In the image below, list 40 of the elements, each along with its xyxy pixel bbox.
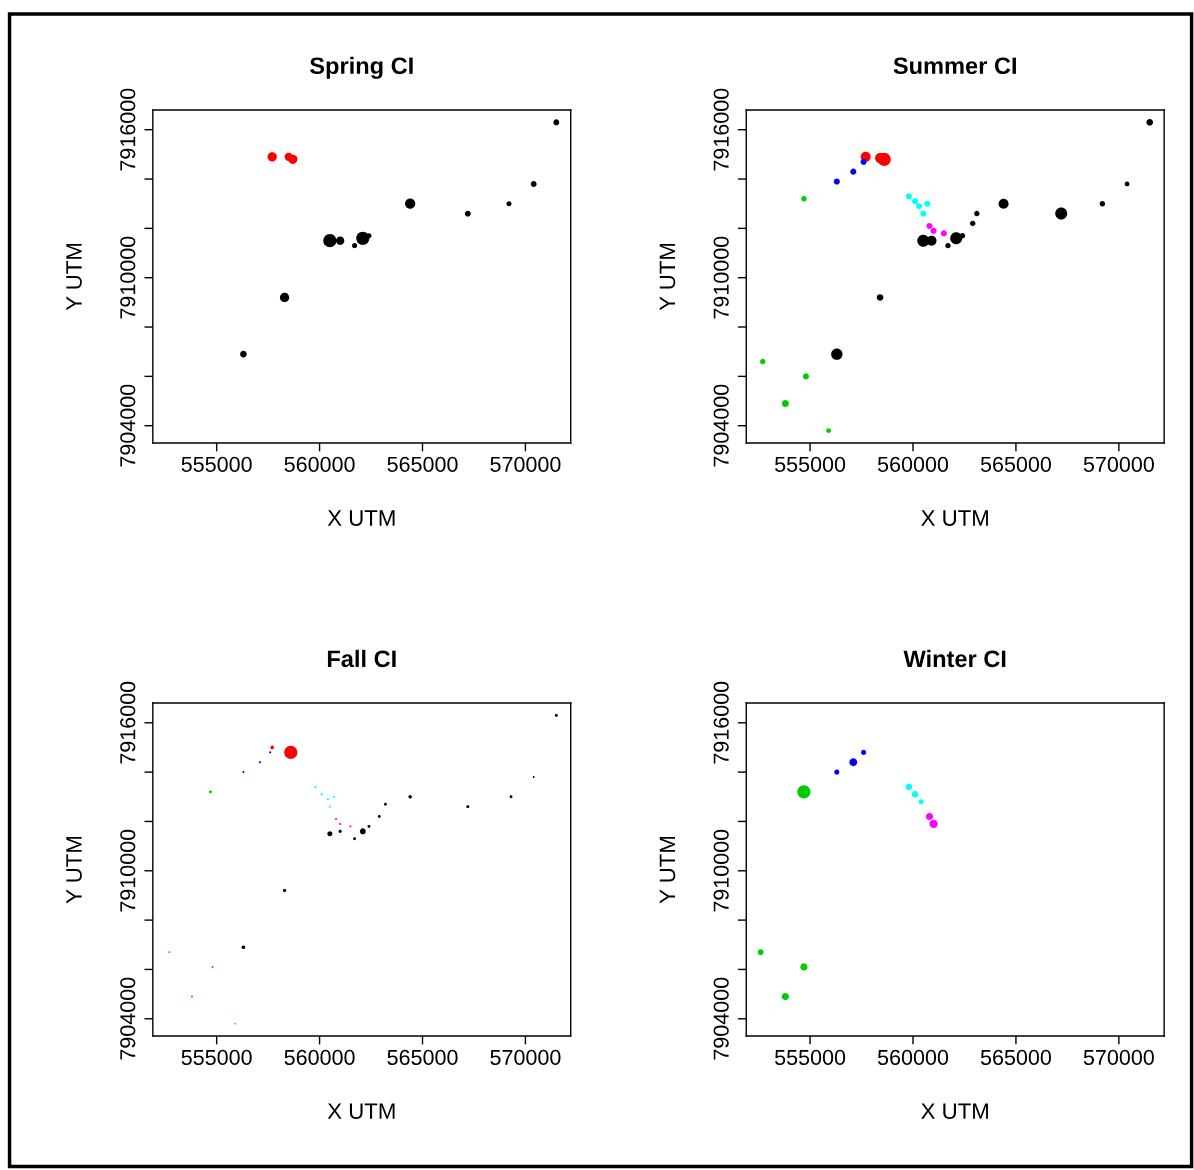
x-tick-label: 570000 xyxy=(1083,1049,1154,1066)
x-tick-label: 560000 xyxy=(284,1049,355,1066)
y-tick-label: 7910000 xyxy=(120,236,136,319)
x-tick-label: 555000 xyxy=(775,456,846,472)
chart-title: Fall CI xyxy=(327,649,396,668)
chart-title: Spring CI xyxy=(309,56,413,79)
x-axis-title: X UTM xyxy=(327,1103,395,1119)
x-tick-label: 565000 xyxy=(387,456,458,472)
y-tick-label: 7910000 xyxy=(120,829,136,912)
x-tick-label: 570000 xyxy=(1083,456,1154,472)
x-tick-label: 570000 xyxy=(490,456,561,472)
y-axis-title: Y UTM xyxy=(66,243,82,311)
x-axis-title: X UTM xyxy=(921,1103,988,1119)
y-tick-label: 7916000 xyxy=(713,88,729,171)
chart-title: Summer CI xyxy=(893,57,1016,75)
y-tick-label: 7916000 xyxy=(120,681,136,764)
y-tick-label: 7916000 xyxy=(713,681,729,764)
x-tick-label: 565000 xyxy=(387,1049,458,1066)
x-tick-label: 560000 xyxy=(877,1049,949,1066)
x-axis-title: X UTM xyxy=(921,510,988,526)
y-tick-label: 7916000 xyxy=(120,88,136,171)
x-tick-label: 560000 xyxy=(877,456,949,472)
x-tick-label: 565000 xyxy=(980,1049,1052,1066)
y-tick-label: 7910000 xyxy=(713,829,729,912)
x-tick-label: 565000 xyxy=(980,456,1052,472)
x-tick-label: 570000 xyxy=(490,1049,561,1066)
x-tick-label: 555000 xyxy=(181,456,252,472)
x-axis-title: X UTM xyxy=(327,510,395,526)
x-tick-label: 555000 xyxy=(181,1049,252,1066)
y-axis-title: Y UTM xyxy=(659,837,676,904)
chart-title: Winter CI xyxy=(903,649,1006,668)
y-tick-label: 7910000 xyxy=(713,236,729,319)
y-tick-label: 7904000 xyxy=(713,384,729,467)
y-tick-label: 7904000 xyxy=(120,977,136,1060)
x-tick-label: 555000 xyxy=(775,1049,846,1066)
x-tick-label: 560000 xyxy=(284,456,355,472)
y-axis-title: Y UTM xyxy=(66,837,82,904)
y-axis-title: Y UTM xyxy=(659,243,676,311)
y-tick-label: 7904000 xyxy=(713,977,729,1060)
y-tick-label: 7904000 xyxy=(120,384,136,467)
